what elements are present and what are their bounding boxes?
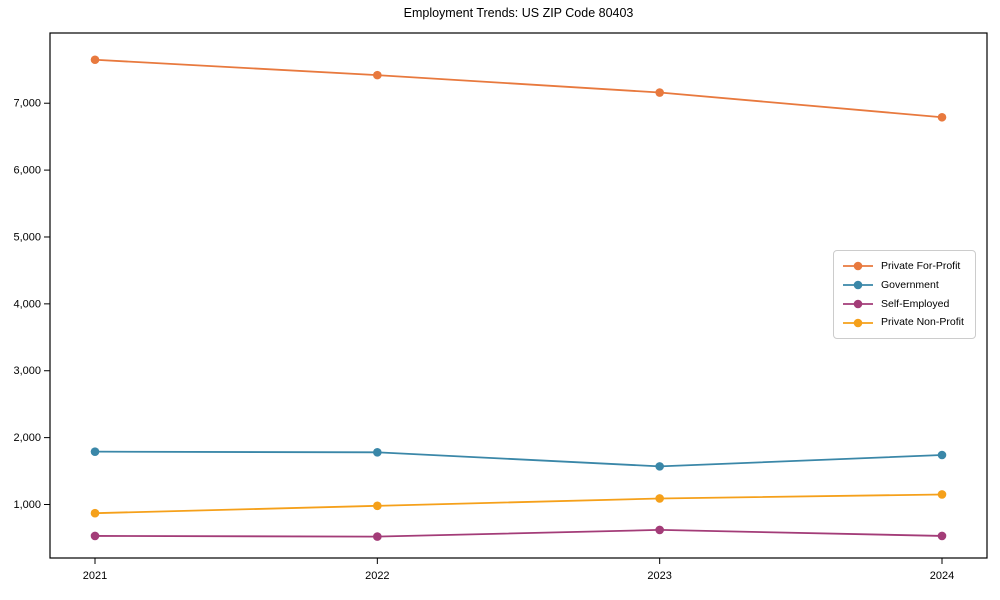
series-line-private-non-profit	[94, 493, 943, 515]
data-point	[90, 55, 100, 65]
y-tick-label: 3,000	[13, 365, 41, 377]
y-tick-label: 1,000	[13, 499, 41, 511]
legend-line-marker-icon	[843, 280, 873, 290]
data-point	[937, 112, 947, 122]
legend-item: Government	[842, 279, 967, 291]
data-point	[655, 525, 664, 535]
legend-item: Private Non-Profit	[842, 317, 967, 329]
legend-marker-dot-icon	[853, 280, 863, 290]
legend-marker-dot-icon	[853, 262, 863, 271]
y-tick-label: 7,000	[13, 98, 41, 110]
x-tick-label: 2022	[365, 570, 389, 582]
data-point	[90, 508, 100, 518]
series-line-self-employed	[94, 529, 943, 538]
y-tick-label: 5,000	[13, 231, 41, 243]
y-tick-label: 4,000	[13, 298, 41, 310]
legend-line-marker-icon	[843, 262, 873, 271]
y-tick-label: 6,000	[13, 165, 41, 177]
series-line-government	[94, 450, 943, 468]
x-tick-label: 2021	[83, 570, 107, 582]
legend-line-marker-icon	[843, 299, 873, 309]
series-line-private-for-profit	[94, 58, 943, 119]
x-tick-label: 2024	[930, 570, 954, 582]
data-point	[937, 531, 947, 541]
data-point	[90, 531, 100, 541]
data-point	[655, 494, 664, 503]
legend-item-label: Self-Employed	[881, 297, 950, 310]
x-tick-label: 2023	[647, 570, 671, 582]
data-point	[937, 450, 947, 460]
data-point	[373, 532, 382, 541]
legend-marker-dot-icon	[853, 299, 863, 309]
legend: Private For-Profit Government Self-Employe…	[833, 250, 976, 339]
data-point	[373, 448, 382, 457]
legend-item: Private For-Profit	[842, 260, 967, 272]
axes-frame	[49, 32, 988, 559]
data-point	[373, 70, 382, 80]
data-point	[655, 462, 664, 471]
data-point	[373, 501, 382, 511]
legend-item-label: Government	[881, 278, 939, 291]
legend-line-marker-icon	[843, 318, 873, 327]
legend-item: Self-Employed	[842, 298, 967, 310]
y-tick-label: 2,000	[13, 432, 41, 444]
legend-item-label: Private For-Profit	[881, 260, 961, 273]
data-point	[90, 447, 100, 456]
legend-item-label: Private Non-Profit	[881, 316, 964, 329]
data-point	[655, 88, 664, 97]
legend-marker-dot-icon	[853, 318, 863, 327]
data-point	[937, 490, 947, 499]
chart-title: Employment Trends: US ZIP Code 80403	[403, 6, 634, 20]
